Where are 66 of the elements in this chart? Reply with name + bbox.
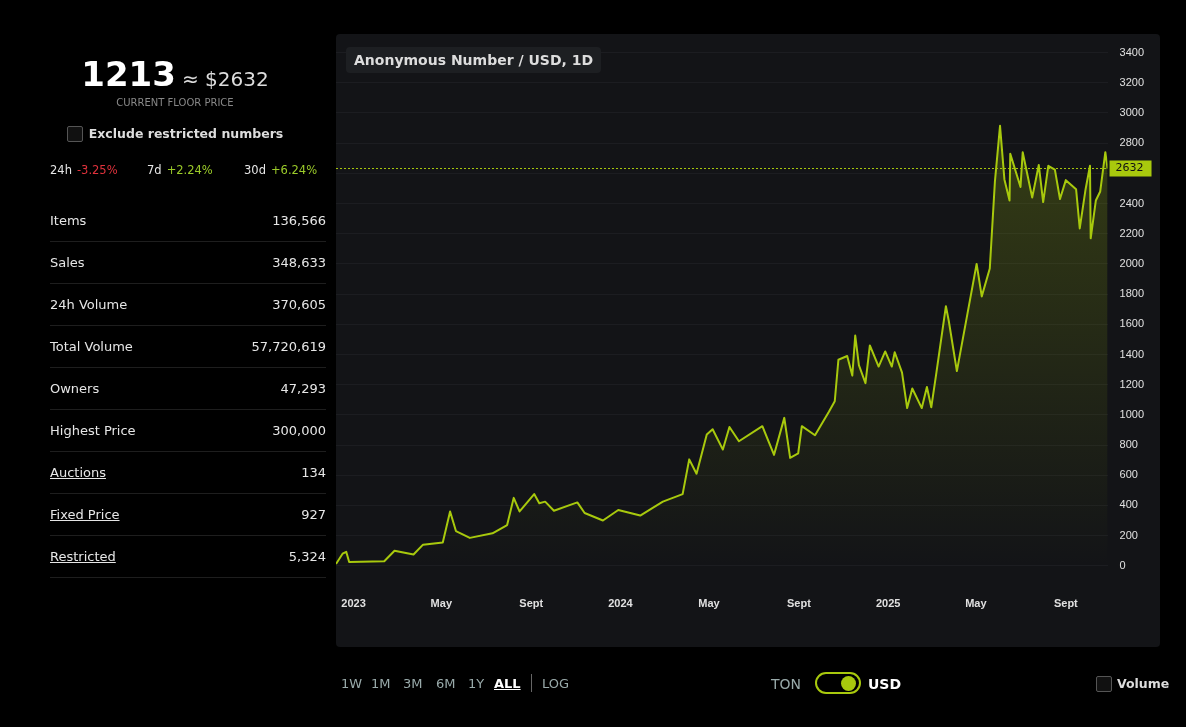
ref-line-label: 2632 <box>1115 161 1144 175</box>
text: +6.24% <box>270 163 318 177</box>
x-tick-label: 2024 <box>608 597 634 610</box>
text: 5,324 <box>288 548 326 564</box>
x-tick-label: May <box>430 597 453 610</box>
text: Exclude restricted numbers <box>88 126 284 141</box>
y-tick-label: 0 <box>1119 558 1126 571</box>
text: ALL <box>494 676 521 691</box>
y-tick-label: 3200 <box>1119 75 1145 88</box>
y-tick-label: 1800 <box>1119 287 1145 300</box>
x-tick-label: 2023 <box>341 597 366 610</box>
y-tick-label: 3400 <box>1119 45 1145 58</box>
text: 1213 <box>81 54 176 94</box>
text: 300,000 <box>272 422 326 438</box>
text: 24h <box>50 163 72 177</box>
y-tick-label: 2200 <box>1119 226 1145 239</box>
text: Owners <box>50 380 100 396</box>
y-tick-label: 1200 <box>1119 377 1145 390</box>
y-tick-label: 2000 <box>1119 256 1145 269</box>
y-tick-label: 2800 <box>1119 136 1145 149</box>
text: 348,633 <box>272 254 326 270</box>
y-tick-label: 800 <box>1119 438 1138 451</box>
x-tick-label: May <box>698 597 721 610</box>
text: -3.25% <box>76 163 118 177</box>
text: Sales <box>50 254 85 270</box>
y-tick-label: 1000 <box>1119 407 1145 420</box>
text: Restricted <box>50 548 116 564</box>
text: 1M <box>371 676 391 691</box>
y-tick-label: 400 <box>1119 498 1138 511</box>
x-tick-label: Sept <box>787 597 812 610</box>
text: 927 <box>301 506 326 522</box>
y-tick-label: 1400 <box>1119 347 1145 360</box>
text: ≈ $2632 <box>181 67 269 91</box>
text: 136,566 <box>272 212 326 228</box>
y-tick-label: 600 <box>1119 468 1138 481</box>
text: +2.24% <box>166 163 213 177</box>
x-tick-label: Sept <box>519 597 544 610</box>
text: Auctions <box>50 464 106 480</box>
text: Fixed Price <box>50 506 120 522</box>
text: TON <box>771 676 802 692</box>
text: CURRENT FLOOR PRICE <box>115 97 235 108</box>
y-tick-label: 2400 <box>1119 196 1145 209</box>
y-tick-label: 3000 <box>1119 106 1145 119</box>
text: LOG <box>542 676 570 691</box>
chart-title: Anonymous Number / USD, 1D <box>346 47 602 73</box>
text: 47,293 <box>280 380 326 396</box>
x-tick-label: 2025 <box>875 597 901 610</box>
x-tick-label: Sept <box>1053 597 1079 610</box>
text: Items <box>50 212 87 228</box>
text: USD <box>868 676 902 692</box>
text: 24h Volume <box>50 296 128 312</box>
text: 1W <box>341 676 363 691</box>
text: Total Volume <box>50 338 133 354</box>
text: 30d <box>244 163 266 177</box>
y-tick-label: 200 <box>1119 528 1138 541</box>
text: Volume <box>1117 676 1170 691</box>
x-tick-label: May <box>965 597 988 610</box>
text: 57,720,619 <box>251 338 326 354</box>
text: 134 <box>301 464 326 480</box>
text: 370,605 <box>272 296 326 312</box>
y-tick-label: 1600 <box>1119 317 1145 330</box>
text: 1Y <box>468 676 485 691</box>
text: 3M <box>403 676 423 691</box>
text: Highest Price <box>50 422 136 438</box>
text: 6M <box>436 676 456 691</box>
text: 7d <box>147 163 162 177</box>
